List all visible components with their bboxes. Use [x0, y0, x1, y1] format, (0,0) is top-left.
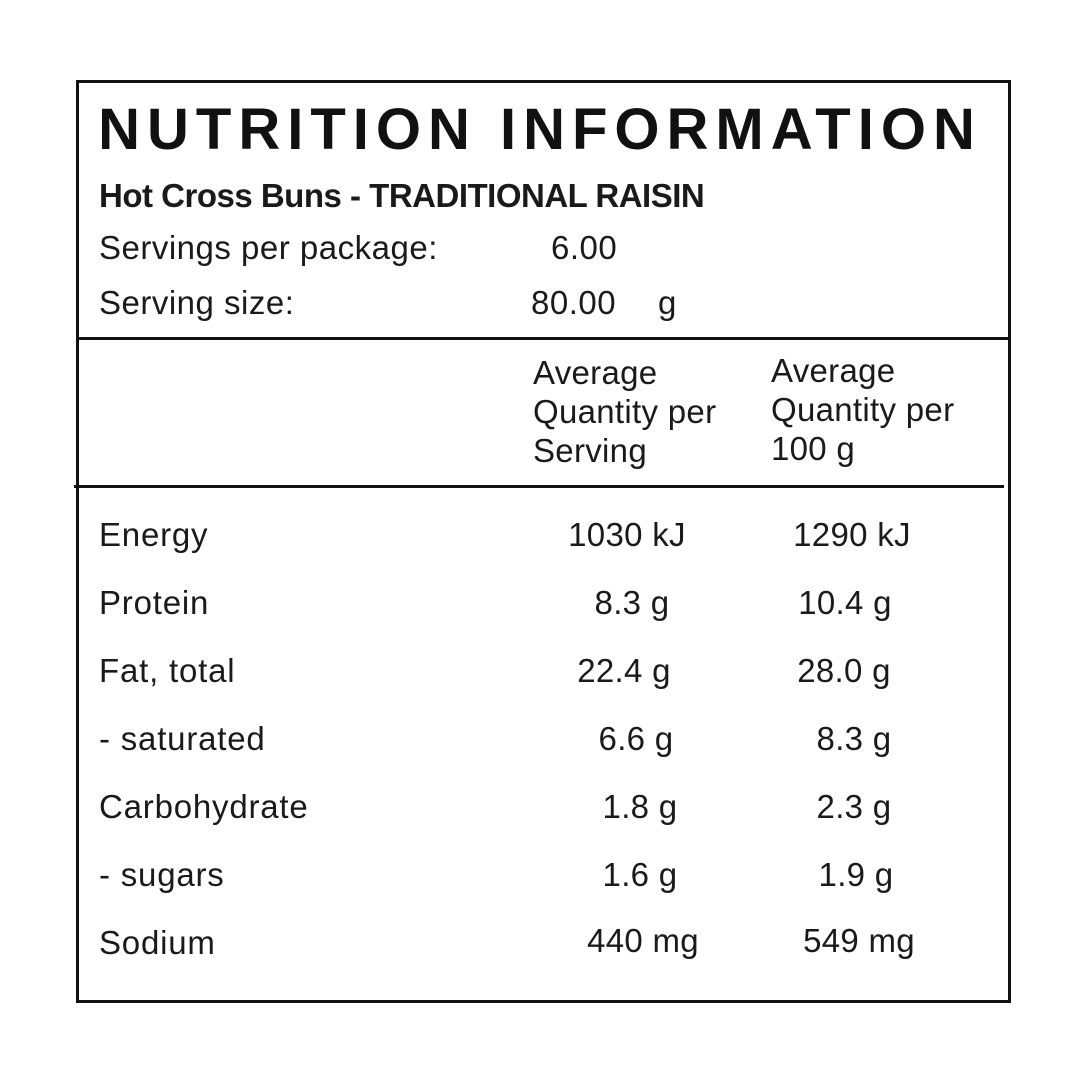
column-header-per-serving: Average Quantity per Serving: [533, 353, 716, 470]
column-header-per-100g-line2: Quantity per: [771, 391, 955, 428]
column-header-per-serving-line3: Serving: [533, 432, 647, 469]
fat-total-per-100g: 28.0 g: [797, 652, 891, 689]
panel-title: NUTRITION INFORMATION: [98, 97, 982, 162]
column-header-per-100g-line1: Average: [771, 352, 896, 389]
saturated-per-100g: 8.3 g: [816, 720, 892, 757]
nutrition-panel: [76, 80, 1011, 1003]
sodium-per-serving: 440 mg: [587, 922, 699, 959]
row-label-saturated: - saturated: [99, 720, 266, 757]
serving-size-label: Serving size:: [99, 284, 295, 321]
product-name: Hot Cross Buns - TRADITIONAL RAISIN: [99, 177, 705, 214]
sodium-per-100g: 549 mg: [803, 922, 915, 959]
servings-per-package-label: Servings per package:: [99, 229, 438, 266]
protein-per-serving: 8.3 g: [594, 584, 670, 621]
energy-per-100g: 1290 kJ: [793, 516, 911, 553]
row-label-protein: Protein: [99, 584, 210, 621]
serving-size-value: 80.00: [531, 284, 617, 321]
column-header-per-serving-line1: Average: [533, 354, 658, 391]
row-label-fat-total: Fat, total: [99, 652, 236, 689]
row-label-sugars: - sugars: [99, 856, 225, 893]
column-header-per-100g: Average Quantity per 100 g: [771, 351, 954, 468]
saturated-per-serving: 6.6 g: [598, 720, 674, 757]
protein-per-100g: 10.4 g: [798, 584, 892, 621]
carbohydrate-per-serving: 1.8 g: [602, 788, 678, 825]
table-divider: [74, 485, 1004, 488]
column-header-per-100g-line3: 100 g: [771, 430, 856, 467]
row-label-energy: Energy: [99, 516, 209, 553]
servings-per-package-value: 6.00: [551, 229, 618, 266]
column-header-per-serving-line2: Quantity per: [533, 393, 717, 430]
serving-size-unit: g: [658, 284, 677, 321]
fat-total-per-serving: 22.4 g: [577, 652, 671, 689]
row-label-sodium: Sodium: [99, 924, 216, 961]
header-divider: [76, 337, 1008, 340]
row-label-carbohydrate: Carbohydrate: [99, 788, 309, 825]
energy-per-serving: 1030 kJ: [568, 516, 686, 553]
carbohydrate-per-100g: 2.3 g: [816, 788, 892, 825]
sugars-per-serving: 1.6 g: [602, 856, 678, 893]
sugars-per-100g: 1.9 g: [818, 856, 894, 893]
